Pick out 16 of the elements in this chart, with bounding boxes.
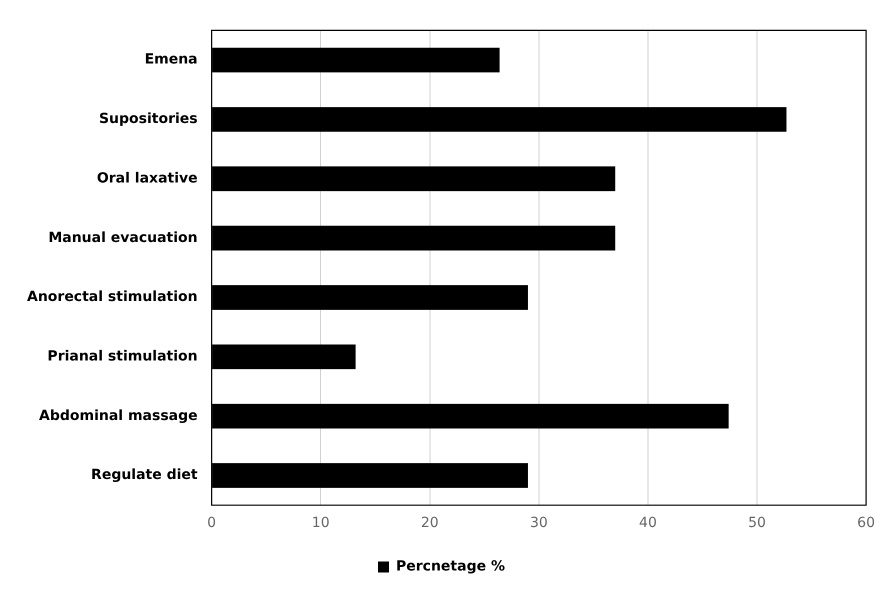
y-tick-label: Emena	[144, 52, 198, 68]
x-tick-label: 40	[639, 515, 657, 532]
y-tick-label: Manual evacuation	[48, 230, 198, 246]
y-tick-label: Abdominal massage	[38, 408, 198, 424]
y-tick-label: Supositories	[98, 111, 198, 128]
y-tick-label: Anorectal stimulation	[26, 289, 198, 306]
y-tick-label: Prianal stimulation	[47, 348, 198, 364]
legend-label: Percnetage %	[396, 558, 505, 575]
x-tick-label: 60	[857, 515, 876, 532]
y-tick-label: Regulate diet	[91, 467, 198, 484]
x-tick-label: 30	[530, 515, 548, 532]
x-tick-label: 50	[748, 515, 766, 532]
y-tick-label: Oral laxative	[96, 170, 198, 186]
x-tick-label: 0	[207, 515, 216, 532]
x-tick-label: 20	[420, 515, 439, 532]
x-tick-label: 10	[312, 515, 330, 532]
